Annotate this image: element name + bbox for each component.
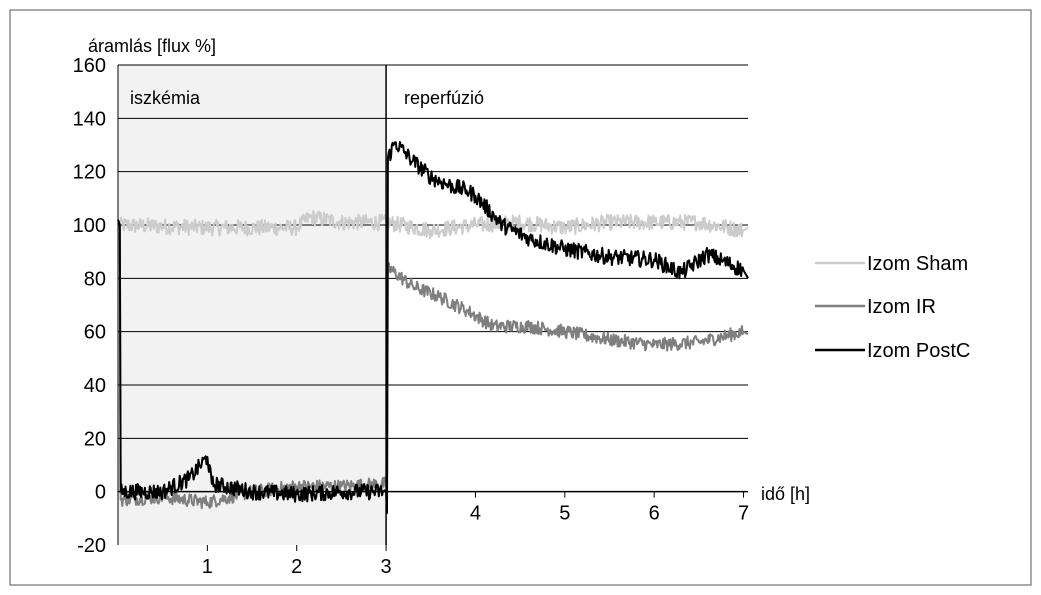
y-tick-label--20: -20 [77,535,106,557]
x-axis-title: idő [h] [761,484,810,504]
ischemia-shaded-region [118,65,386,545]
y-tick-label-160: 160 [73,55,106,77]
x-tick-label-6: 6 [649,503,660,525]
x-tick-label-5: 5 [559,503,570,525]
region-label-reperfusion: reperfúzió [404,88,484,108]
legend-label-postc: Izom PostC [867,340,970,362]
x-tick-label-2: 2 [291,556,302,578]
y-tick-label-120: 120 [73,162,106,184]
y-tick-label-20: 20 [84,428,106,450]
x-tick-label-7: 7 [738,503,749,525]
legend-label-sham: Izom Sham [867,253,968,275]
x-tick-label-1: 1 [202,556,213,578]
y-axis-title: áramlás [flux %] [88,36,216,56]
y-tick-label-80: 80 [84,268,106,290]
y-tick-label-0: 0 [95,482,106,504]
x-tick-label-3: 3 [381,556,392,578]
region-label-ischemia: iszkémia [130,88,201,108]
legend-label-ir: Izom IR [867,296,936,318]
y-tick-label-40: 40 [84,375,106,397]
y-tick-label-60: 60 [84,322,106,344]
y-tick-label-140: 140 [73,108,106,130]
y-tick-label-100: 100 [73,215,106,237]
x-tick-label-4: 4 [470,503,481,525]
